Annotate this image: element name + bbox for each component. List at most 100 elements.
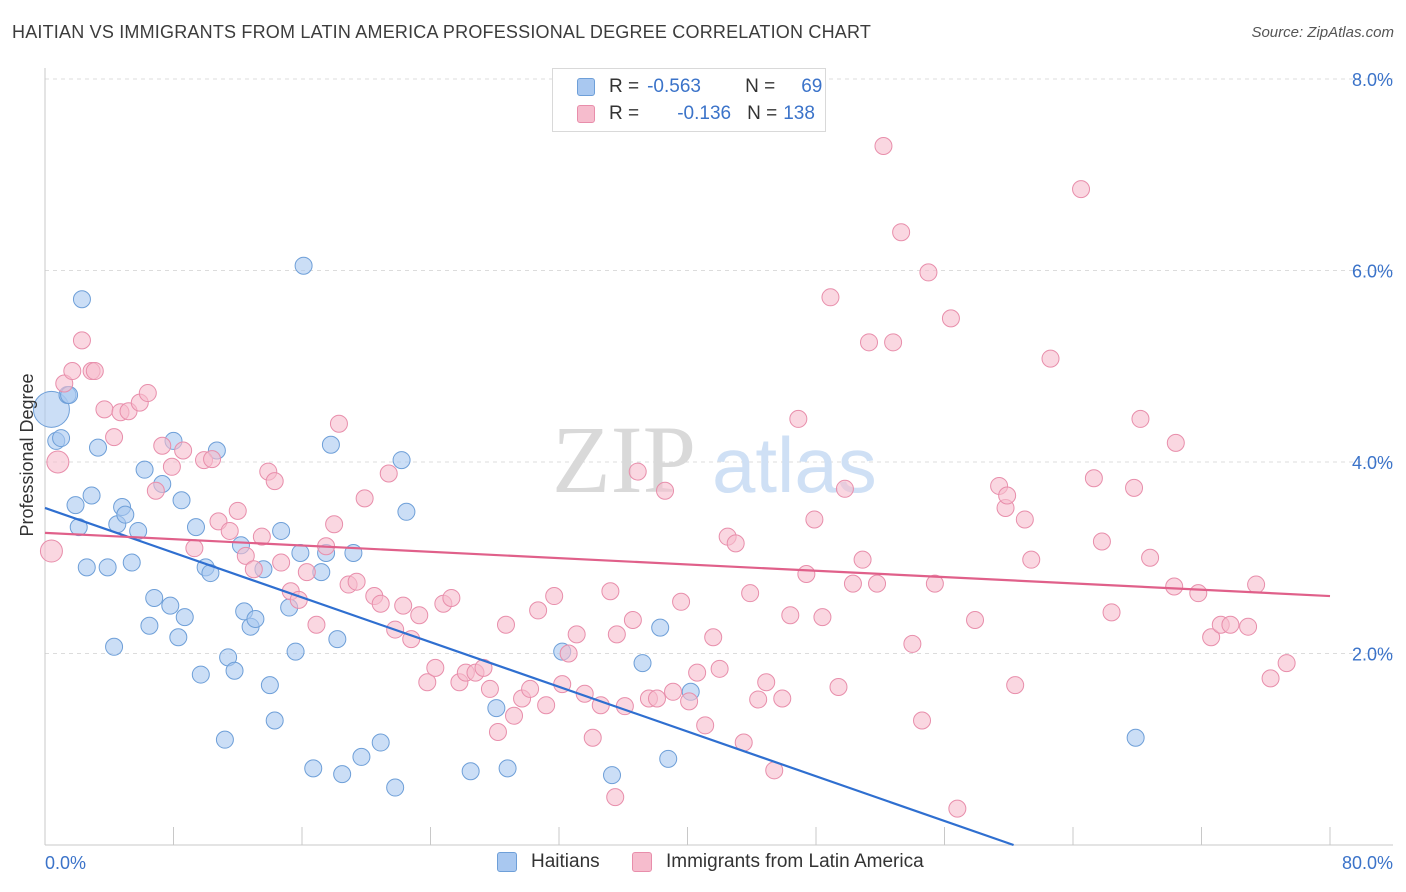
latin-america-point bbox=[781, 606, 800, 625]
latin-america-point bbox=[1015, 510, 1034, 529]
legend-item-haitians[interactable]: Haitians bbox=[497, 851, 600, 873]
haitian-point bbox=[659, 749, 678, 768]
haitian-point bbox=[265, 711, 284, 730]
latin-america-point bbox=[220, 521, 239, 540]
latin-america-point bbox=[696, 716, 715, 735]
latin-america-point bbox=[607, 625, 626, 644]
chart-title: HAITIAN VS IMMIGRANTS FROM LATIN AMERICA… bbox=[12, 22, 872, 42]
latin-america-point bbox=[941, 309, 960, 328]
latin-america-point bbox=[537, 696, 556, 715]
latin-america-point bbox=[860, 333, 879, 352]
legend-n-label: N = bbox=[747, 103, 778, 124]
y-tick-label: 4.0% bbox=[1352, 453, 1393, 473]
trend-lines bbox=[44, 506, 1331, 847]
haitian-point bbox=[461, 762, 480, 781]
latin-america-point bbox=[1102, 603, 1121, 622]
latin-america-point bbox=[418, 673, 437, 692]
latin-america-point bbox=[925, 574, 944, 593]
haitian-point bbox=[172, 491, 191, 510]
latin-america-point bbox=[153, 436, 172, 455]
haitian-point bbox=[651, 618, 670, 637]
latin-america-point bbox=[95, 400, 114, 419]
latin-america-point bbox=[355, 489, 374, 508]
latin-america-point bbox=[146, 481, 165, 500]
latin-america-point bbox=[1041, 349, 1060, 368]
latin-america-point bbox=[647, 689, 666, 708]
legend-r-label: R = bbox=[609, 76, 640, 97]
haitian-point bbox=[175, 608, 194, 627]
correlation-legend: R = -0.563 N = 69 R = -0.136 N = 138 bbox=[552, 68, 826, 132]
latin-america-point bbox=[1202, 628, 1221, 647]
latin-america-point bbox=[442, 588, 461, 607]
latin-america-point bbox=[379, 464, 398, 483]
haitians-swatch bbox=[577, 78, 595, 96]
legend-n-value: 69 bbox=[801, 76, 823, 97]
latin-america-point bbox=[664, 682, 683, 701]
latin-america-point bbox=[1277, 654, 1296, 673]
latin-america-point bbox=[488, 723, 507, 742]
latin-america-point bbox=[185, 539, 204, 558]
latin-america-point bbox=[394, 596, 413, 615]
latin-america-point bbox=[623, 610, 642, 629]
haitian-point bbox=[246, 610, 265, 629]
haitian-point bbox=[191, 665, 210, 684]
latin-america-point bbox=[371, 594, 390, 613]
latin-america-point bbox=[1239, 617, 1258, 636]
latin-america-point bbox=[307, 615, 326, 634]
latin-america-point bbox=[244, 560, 263, 579]
latin-america-point bbox=[72, 331, 91, 350]
latin-america-point bbox=[1006, 676, 1025, 695]
latin-america-point bbox=[829, 678, 848, 697]
haitian-point bbox=[603, 766, 622, 785]
haitian-point bbox=[487, 699, 506, 718]
latin-america-point bbox=[1189, 584, 1208, 603]
legend-item-latin-america[interactable]: Immigrants from Latin America bbox=[632, 851, 924, 873]
latin-america-point bbox=[1261, 669, 1280, 688]
latin-america-point bbox=[741, 584, 760, 603]
legend-item-label: Haitians bbox=[531, 851, 600, 872]
legend-n-label: N = bbox=[745, 76, 776, 97]
haitian-point bbox=[392, 451, 411, 470]
haitian-point bbox=[215, 730, 234, 749]
latin-america-point bbox=[1141, 548, 1160, 567]
latin-america-point bbox=[505, 706, 524, 725]
latin-america-point bbox=[174, 441, 193, 460]
latin-america-point bbox=[773, 689, 792, 708]
haitian-point bbox=[89, 438, 108, 457]
haitian-point bbox=[140, 616, 159, 635]
y-axis-label: Professional Degree bbox=[17, 373, 37, 536]
latin-america-point bbox=[567, 625, 586, 644]
latin-america-point bbox=[998, 486, 1017, 505]
legend-r-label: R = bbox=[609, 103, 640, 124]
zipatlas-watermark: ZIP atlas bbox=[552, 406, 877, 513]
haitian-point bbox=[304, 759, 323, 778]
latin-america-point bbox=[39, 539, 63, 563]
legend-row-haitians: R = -0.563 N = 69 bbox=[577, 75, 822, 99]
latin-america-point bbox=[228, 501, 247, 520]
latin-america-swatch bbox=[577, 105, 595, 123]
haitians-swatch bbox=[497, 852, 517, 872]
latin-america-point bbox=[1166, 433, 1185, 452]
haitian-point bbox=[633, 654, 652, 673]
haitian-point bbox=[82, 486, 101, 505]
legend-row-latin-america: R = -0.136 N = 138 bbox=[577, 102, 815, 126]
latin-america-point bbox=[601, 582, 620, 601]
grid-lines bbox=[45, 78, 1393, 654]
latin-america-point bbox=[410, 606, 429, 625]
latin-america-point bbox=[265, 472, 284, 491]
latin-america-point bbox=[329, 414, 348, 433]
latin-america-point bbox=[797, 565, 816, 584]
latin-america-point bbox=[521, 679, 540, 698]
haitian-point bbox=[145, 588, 164, 607]
latin-america-point bbox=[496, 615, 515, 634]
latin-america-point bbox=[1092, 532, 1111, 551]
axes bbox=[44, 68, 1393, 846]
latin-america-point bbox=[884, 333, 903, 352]
haitian-point bbox=[371, 733, 390, 752]
latin-america-point bbox=[272, 553, 291, 572]
x-tick-label: 80.0% bbox=[1342, 853, 1393, 873]
latin-america-point bbox=[545, 587, 564, 606]
haitian-point bbox=[386, 778, 405, 797]
latin-america-point bbox=[1072, 180, 1091, 199]
